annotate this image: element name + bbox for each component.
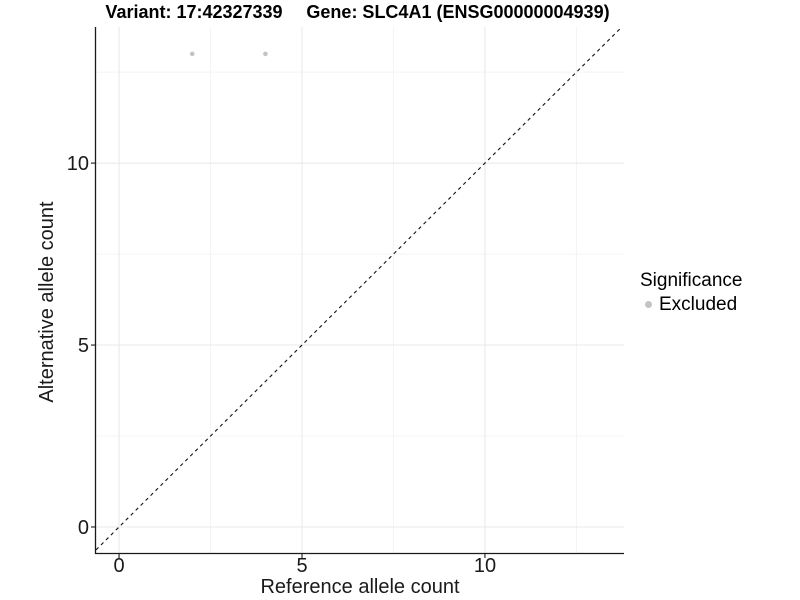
x-axis-title: Reference allele count — [260, 576, 460, 598]
plot-title-gene: Gene: SLC4A1 (ENSG00000004939) — [306, 2, 610, 22]
data-point — [263, 51, 268, 57]
legend-key-dot-icon — [645, 301, 652, 308]
x-tick-label: 5 — [296, 555, 308, 577]
legend: Significance Excluded — [640, 271, 742, 314]
legend-item-excluded: Excluded — [640, 295, 742, 314]
data-point — [189, 51, 195, 57]
x-tick-label: 10 — [473, 555, 497, 577]
legend-item-label: Excluded — [659, 294, 738, 315]
y-axis-title: Alternative allele count — [36, 201, 58, 403]
legend-title: Significance — [640, 270, 743, 291]
identity-dashed-line — [95, 26, 623, 551]
y-tick-label: 5 — [77, 335, 89, 358]
y-tick-label: 0 — [77, 516, 89, 539]
x-tick-label: 0 — [113, 555, 125, 577]
y-tick-label: 10 — [66, 153, 89, 176]
plot-title-variant: Variant: 17:42327339 — [105, 2, 283, 22]
